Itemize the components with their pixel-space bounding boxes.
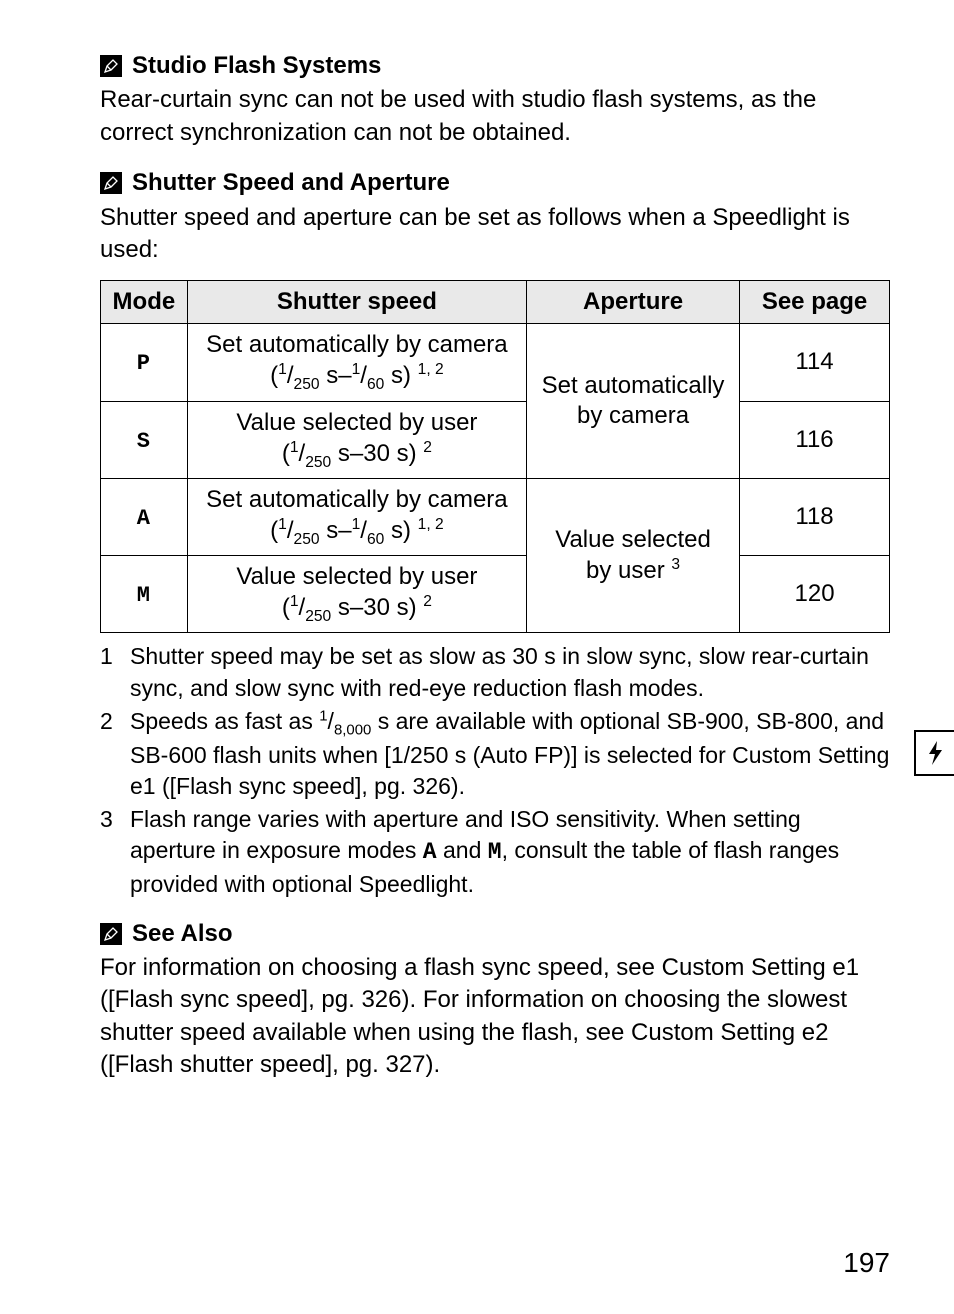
speed-cell: Set automatically by camera (1/250 s–1/6… [187, 478, 526, 555]
table-row: S Value selected by user (1/250 s–30 s) … [101, 401, 890, 478]
section-heading-shutter: Shutter Speed and Aperture [100, 167, 890, 199]
footnote-text: Shutter speed may be set as slow as 30 s… [130, 641, 890, 703]
pencil-icon [100, 923, 122, 945]
mode-cell: P [101, 324, 188, 401]
table-header-row: Mode Shutter speed Aperture See page [101, 281, 890, 324]
footnote-item: 3 Flash range varies with aperture and I… [100, 804, 890, 899]
speed-cell: Set automatically by camera (1/250 s–1/6… [187, 324, 526, 401]
speed-text: Set automatically by camera [206, 331, 507, 358]
th-speed: Shutter speed [187, 281, 526, 324]
mode-glyph-m-inline: M [488, 839, 502, 865]
manual-page: Studio Flash Systems Rear-curtain sync c… [0, 0, 954, 1128]
footnote-item: 1 Shutter speed may be set as slow as 30… [100, 641, 890, 703]
footnotes-list: 1 Shutter speed may be set as slow as 30… [100, 641, 890, 899]
page-number: 197 [843, 1244, 890, 1282]
aperture-cell-top: Set automatically by camera [527, 324, 740, 479]
section-title: See Also [132, 918, 233, 950]
speed-detail: (1/250 s–30 s) 2 [282, 594, 432, 621]
footnote-number: 2 [100, 706, 118, 803]
page-cell: 120 [740, 556, 890, 633]
footnote-number: 3 [100, 804, 118, 899]
footnote-item: 2 Speeds as fast as 1/8,000 s are availa… [100, 706, 890, 803]
speed-text: Set automatically by camera [206, 486, 507, 513]
table-row: M Value selected by user (1/250 s–30 s) … [101, 556, 890, 633]
modes-table: Mode Shutter speed Aperture See page P S… [100, 280, 890, 633]
body-text: Rear-curtain sync can not be used with s… [100, 84, 890, 149]
section-heading-studio: Studio Flash Systems [100, 50, 890, 82]
th-aperture: Aperture [527, 281, 740, 324]
speed-detail: (1/250 s–1/60 s) 1, 2 [270, 517, 443, 544]
footnote-text: Speeds as fast as 1/8,000 s are availabl… [130, 706, 890, 803]
aperture-cell-bottom: Value selected by user 3 [527, 478, 740, 633]
speed-cell: Value selected by user (1/250 s–30 s) 2 [187, 556, 526, 633]
table-row: P Set automatically by camera (1/250 s–1… [101, 324, 890, 401]
speed-detail: (1/250 s–1/60 s) 1, 2 [270, 362, 443, 389]
speed-detail: (1/250 s–30 s) 2 [282, 440, 432, 467]
page-cell: 118 [740, 478, 890, 555]
page-cell: 114 [740, 324, 890, 401]
mode-glyph-a: A [137, 506, 151, 531]
mode-glyph-p: P [137, 351, 151, 376]
mode-glyph-a-inline: A [423, 839, 437, 865]
page-cell: 116 [740, 401, 890, 478]
chapter-tab-flash [914, 730, 954, 776]
th-mode: Mode [101, 281, 188, 324]
section-title: Studio Flash Systems [132, 50, 381, 82]
flash-tab-icon [924, 739, 946, 767]
pencil-icon [100, 55, 122, 77]
mode-cell: M [101, 556, 188, 633]
footnote-text: Flash range varies with aperture and ISO… [130, 804, 890, 899]
mode-cell: A [101, 478, 188, 555]
mode-glyph-s: S [137, 429, 151, 454]
speed-text: Value selected by user [236, 563, 477, 590]
footnote-number: 1 [100, 641, 118, 703]
body-text: Shutter speed and aperture can be set as… [100, 202, 890, 267]
section-heading-seealso: See Also [100, 918, 890, 950]
th-page: See page [740, 281, 890, 324]
section-title: Shutter Speed and Aperture [132, 167, 450, 199]
speed-text: Value selected by user [236, 409, 477, 436]
table-row: A Set automatically by camera (1/250 s–1… [101, 478, 890, 555]
speed-cell: Value selected by user (1/250 s–30 s) 2 [187, 401, 526, 478]
pencil-icon [100, 172, 122, 194]
mode-cell: S [101, 401, 188, 478]
body-text: For information on choosing a flash sync… [100, 952, 890, 1082]
mode-glyph-m: M [137, 583, 151, 608]
